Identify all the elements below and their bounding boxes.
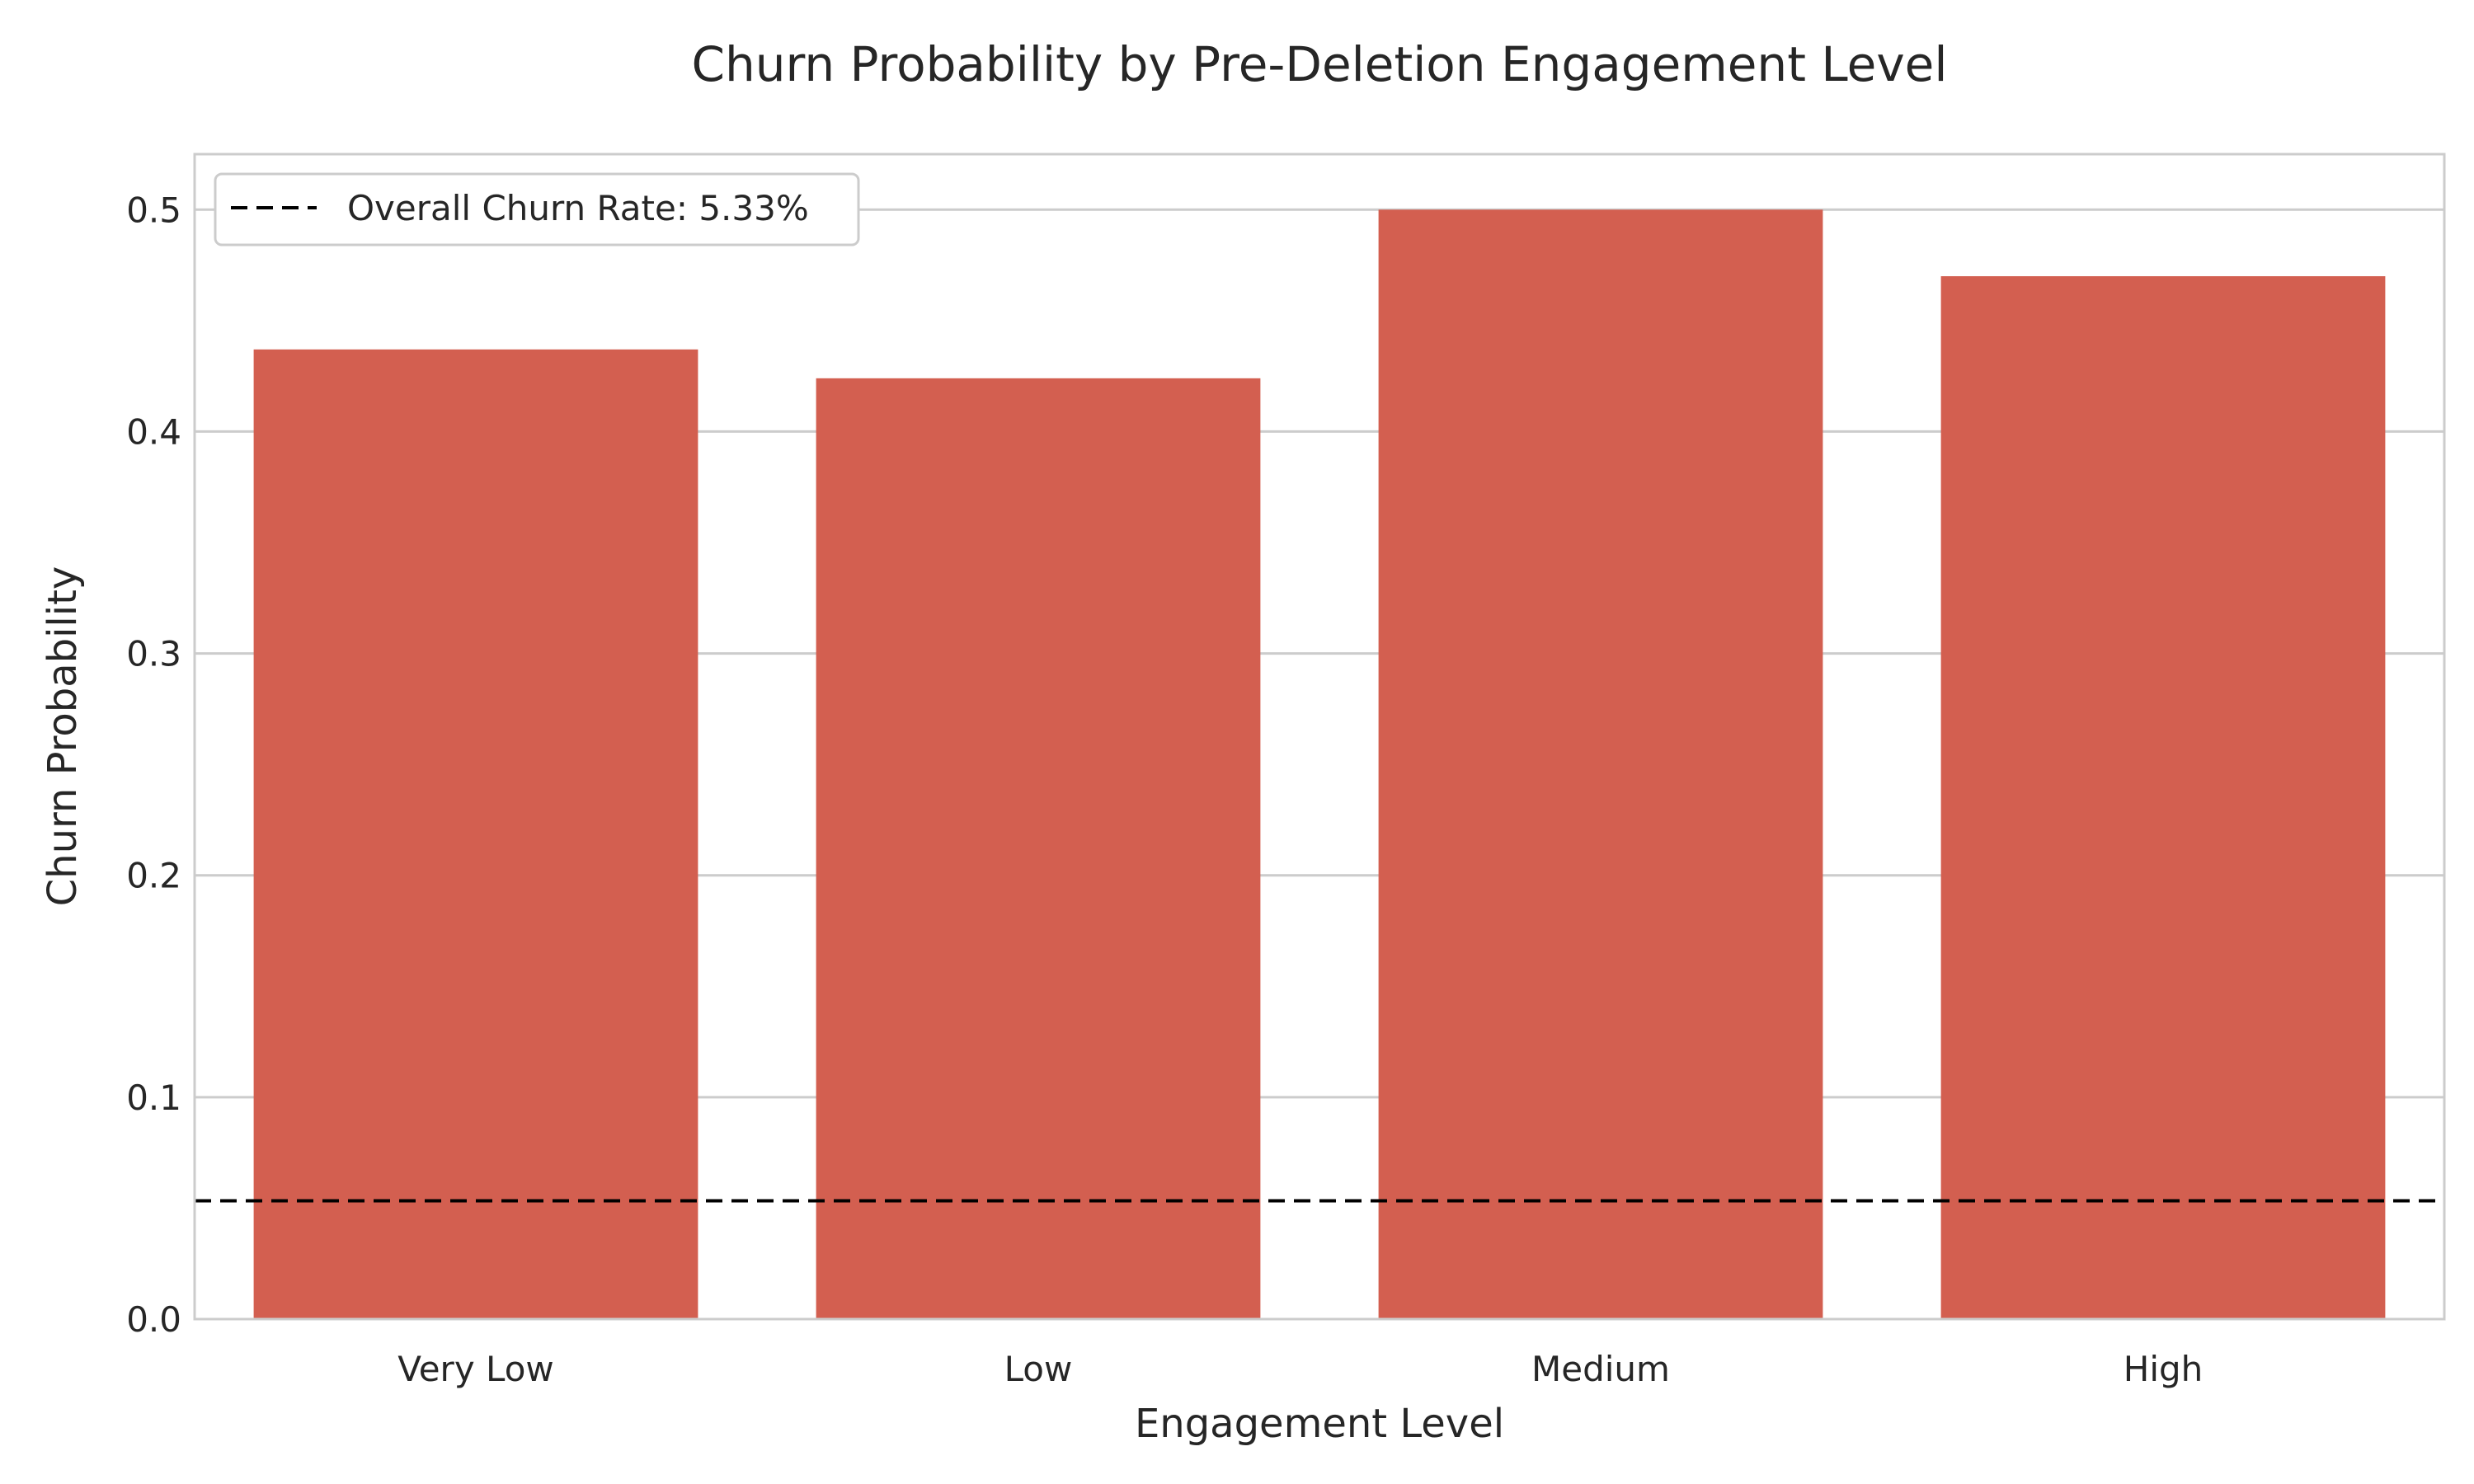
y-tick-label: 0.1 [126,1078,181,1118]
plot-frame [193,153,2446,1321]
y-axis-ticks: 0.0 0.1 0.2 0.3 0.4 0.5 [126,190,181,1340]
x-axis-ticks: Very Low Low Medium High [397,1349,2203,1389]
x-tick-label: Very Low [397,1349,554,1389]
chart-title: Churn Probability by Pre-Deletion Engage… [692,36,1948,92]
bar [816,378,1261,1320]
y-tick-label: 0.3 [126,634,181,674]
y-tick-label: 0.4 [126,411,181,452]
x-axis-label: Engagement Level [1135,1401,1504,1447]
y-tick-label: 0.0 [126,1299,181,1340]
legend-label: Overall Churn Rate: 5.33% [347,188,809,228]
bar [1378,209,1823,1319]
legend-box [214,172,860,247]
bar [253,349,698,1319]
x-tick-label: Low [1004,1349,1073,1389]
y-tick-label: 0.2 [126,856,181,896]
x-tick-label: Medium [1531,1349,1670,1389]
x-tick-label: High [2124,1349,2204,1389]
bar [1940,276,2386,1319]
y-tick-label: 0.5 [126,190,181,230]
bars [253,209,2386,1320]
legend: Overall Churn Rate: 5.33% [214,172,860,247]
y-axis-label: Churn Probability [40,566,86,907]
